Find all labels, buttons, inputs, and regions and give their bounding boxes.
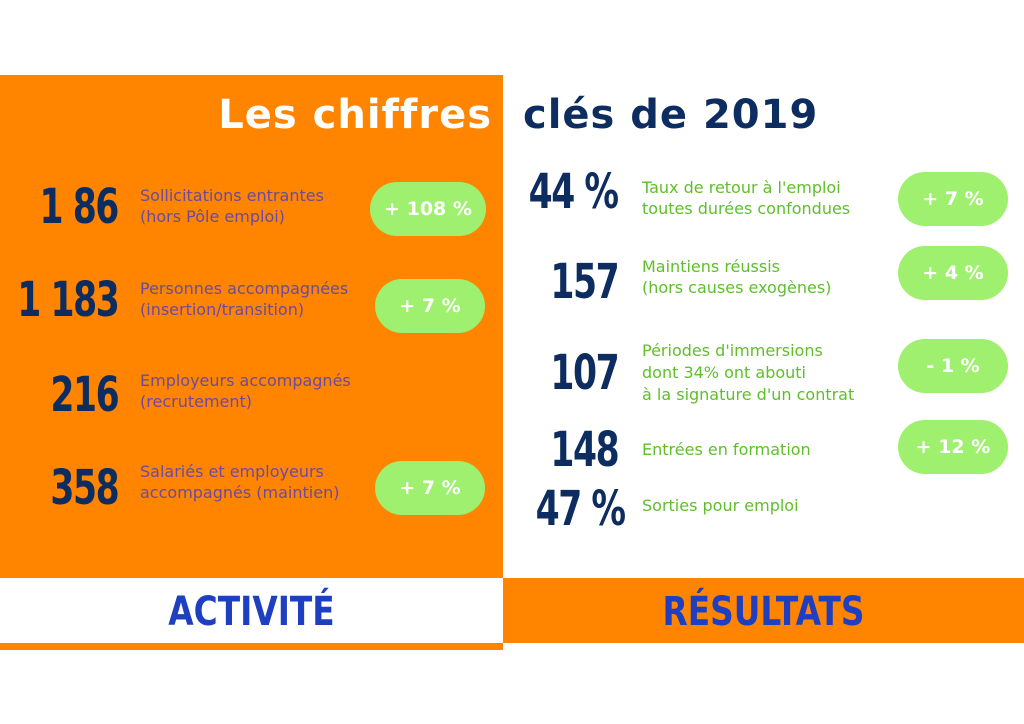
activite-label-3a: Employeurs accompagnés xyxy=(140,371,351,390)
activite-label-2b: (insertion/transition) xyxy=(140,300,305,319)
title-left: Les chiffres xyxy=(218,92,492,138)
activite-badge-1: + 108 % xyxy=(370,182,486,236)
activite-heading: ACTIVITÉ xyxy=(168,589,335,635)
resultats-value-5: 47 % xyxy=(536,481,626,537)
activite-label-4a: Salariés et employeurs xyxy=(140,462,324,481)
title-right: clés de 2019 xyxy=(523,92,819,138)
activite-label-4b: accompagnés (maintien) xyxy=(140,483,340,502)
resultats-label-1a: Taux de retour à l'emploi xyxy=(642,178,841,197)
activite-value-3: 216 xyxy=(50,367,119,423)
activite-badge-4: + 7 % xyxy=(375,461,485,515)
resultats-badge-4: + 12 % xyxy=(898,420,1008,474)
activite-label-1a: Sollicitations entrantes xyxy=(140,186,324,205)
resultats-label-2b: (hors causes exogènes) xyxy=(642,278,832,297)
activite-underline xyxy=(0,643,503,650)
resultats-label-3c: à la signature d'un contrat xyxy=(642,385,855,404)
resultats-heading: RÉSULTATS xyxy=(662,589,865,635)
resultats-label-1b: toutes durées confondues xyxy=(642,199,851,218)
resultats-value-2: 157 xyxy=(550,254,619,310)
resultats-badge-1: + 7 % xyxy=(898,172,1008,226)
resultats-label-2a: Maintiens réussis xyxy=(642,257,780,276)
activite-badge-2: + 7 % xyxy=(375,279,485,333)
resultats-value-4: 148 xyxy=(550,422,619,478)
activite-value-4: 358 xyxy=(50,460,119,516)
activite-label-2a: Personnes accompagnées xyxy=(140,279,349,298)
resultats-badge-3: - 1 % xyxy=(898,339,1008,393)
activite-label-3b: (recrutement) xyxy=(140,392,253,411)
activite-value-1: 1 86 xyxy=(39,179,120,235)
resultats-badge-2: + 4 % xyxy=(898,246,1008,300)
resultats-band xyxy=(503,578,1024,643)
resultats-label-4a: Entrées en formation xyxy=(642,440,811,459)
resultats-value-3: 107 xyxy=(550,345,619,401)
resultats-label-3a: Périodes d'immersions xyxy=(642,341,823,360)
resultats-value-1: 44 % xyxy=(529,164,619,220)
resultats-label-5a: Sorties pour emploi xyxy=(642,496,799,515)
activite-value-2: 1 183 xyxy=(16,272,119,328)
activite-label-1b: (hors Pôle emploi) xyxy=(140,207,285,226)
resultats-label-3b: dont 34% ont abouti xyxy=(642,363,806,382)
